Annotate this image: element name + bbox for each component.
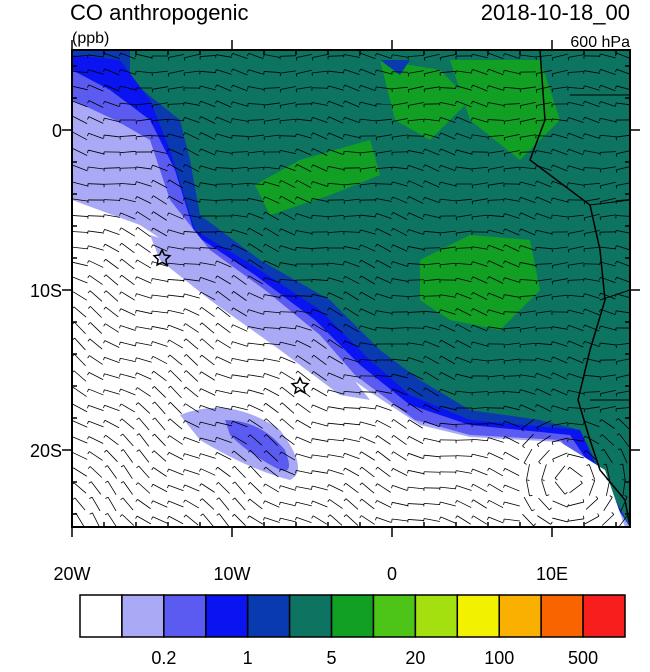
wind-barb bbox=[296, 231, 297, 234]
wind-barb bbox=[616, 393, 617, 396]
lon-label: 0 bbox=[387, 564, 397, 584]
wind-barb bbox=[296, 487, 297, 490]
wind-barb bbox=[328, 455, 329, 458]
level: 600 hPa bbox=[570, 34, 630, 51]
colorbar-box bbox=[206, 595, 248, 637]
wind-barb bbox=[264, 358, 265, 361]
lon-label: 20W bbox=[53, 564, 90, 584]
wind-barb bbox=[408, 105, 409, 108]
wind-barb bbox=[488, 170, 489, 173]
colorbar-box bbox=[457, 595, 499, 637]
wind-barb bbox=[136, 327, 137, 330]
colorbar-box bbox=[122, 595, 164, 637]
wind-barb bbox=[376, 391, 377, 394]
wind-barb bbox=[168, 247, 169, 250]
wind-barb bbox=[312, 439, 313, 442]
wind-barb bbox=[312, 88, 328, 89]
wind-barb bbox=[376, 311, 377, 314]
wind-barb bbox=[536, 150, 537, 153]
wind-barb bbox=[536, 297, 537, 300]
wind-barb bbox=[152, 278, 153, 281]
wind-barb bbox=[584, 279, 585, 282]
wind-barb bbox=[392, 122, 393, 125]
colorbar-label: 500 bbox=[568, 648, 598, 667]
wind-barb bbox=[456, 440, 472, 441]
colorbar-box bbox=[80, 595, 122, 637]
wind-barb bbox=[376, 198, 377, 201]
wind-barb bbox=[392, 279, 393, 282]
wind-barb bbox=[568, 233, 569, 236]
wind-barb bbox=[184, 103, 185, 106]
colorbar-label: 5 bbox=[327, 648, 337, 667]
colorbar-box bbox=[164, 595, 206, 637]
wind-barb bbox=[584, 150, 585, 153]
colorbar-label: 20 bbox=[405, 648, 425, 667]
wind-barb bbox=[344, 54, 345, 57]
lat-label: 0 bbox=[52, 121, 62, 141]
wind-barb bbox=[504, 199, 505, 202]
colorbar-box bbox=[248, 595, 290, 637]
wind-barb bbox=[488, 103, 489, 106]
map-field bbox=[71, 50, 632, 527]
wind-barb bbox=[408, 73, 409, 76]
wind-barb bbox=[440, 58, 441, 61]
colorbar-box bbox=[583, 595, 625, 637]
wind-barb bbox=[104, 215, 105, 218]
wind-barb bbox=[216, 406, 217, 409]
wind-barb bbox=[232, 119, 233, 122]
colorbar-label: 1 bbox=[243, 648, 253, 667]
wind-barb bbox=[168, 58, 169, 61]
colorbar-box bbox=[332, 595, 374, 637]
wind-barb bbox=[584, 264, 600, 265]
wind-barb bbox=[248, 87, 249, 90]
wind-barb bbox=[616, 185, 617, 188]
wind-barb bbox=[536, 106, 537, 109]
wind-barb bbox=[280, 312, 296, 313]
wind-barb bbox=[184, 215, 185, 218]
title: CO anthropogenic bbox=[70, 0, 249, 25]
wind-barb bbox=[456, 471, 457, 474]
wind-barb bbox=[280, 263, 281, 266]
wind-barb bbox=[584, 201, 585, 204]
wind-barb bbox=[552, 425, 553, 428]
colorbar-box bbox=[290, 595, 332, 637]
wind-barb bbox=[152, 326, 153, 329]
wind-barb bbox=[568, 57, 569, 60]
wind-barb bbox=[584, 234, 585, 237]
wind-barb bbox=[200, 263, 201, 266]
wind-barb bbox=[280, 90, 281, 93]
wind-barb bbox=[529, 495, 532, 496]
wind-barb bbox=[312, 102, 313, 105]
lon-label: 10E bbox=[536, 564, 568, 584]
wind-barb bbox=[552, 281, 553, 284]
units: (ppb) bbox=[72, 30, 109, 47]
wind-barb bbox=[408, 150, 409, 153]
colorbar-box bbox=[415, 595, 457, 637]
wind-barb bbox=[264, 295, 265, 298]
lon-label: 10W bbox=[213, 564, 250, 584]
wind-barb bbox=[504, 295, 505, 298]
lat-label: 20S bbox=[30, 441, 62, 461]
wind-barb bbox=[248, 327, 249, 330]
wind-barb bbox=[136, 342, 137, 345]
colorbar-label: 100 bbox=[484, 648, 514, 667]
colorbar-box bbox=[373, 595, 415, 637]
lat-label: 10S bbox=[30, 281, 62, 301]
wind-barb bbox=[408, 280, 424, 281]
wind-barb bbox=[504, 153, 505, 156]
colorbar-label: 0.2 bbox=[151, 648, 176, 667]
wind-barb bbox=[120, 168, 136, 169]
wind-barb bbox=[424, 518, 425, 521]
date: 2018-10-18_00 bbox=[481, 0, 630, 25]
wind-barb bbox=[280, 105, 281, 108]
colorbar-box bbox=[541, 595, 583, 637]
wind-barb bbox=[392, 105, 393, 108]
wind-barb bbox=[216, 151, 217, 154]
wind-barb bbox=[424, 296, 440, 297]
colorbar-box bbox=[499, 595, 541, 637]
wind-barb bbox=[552, 265, 553, 268]
